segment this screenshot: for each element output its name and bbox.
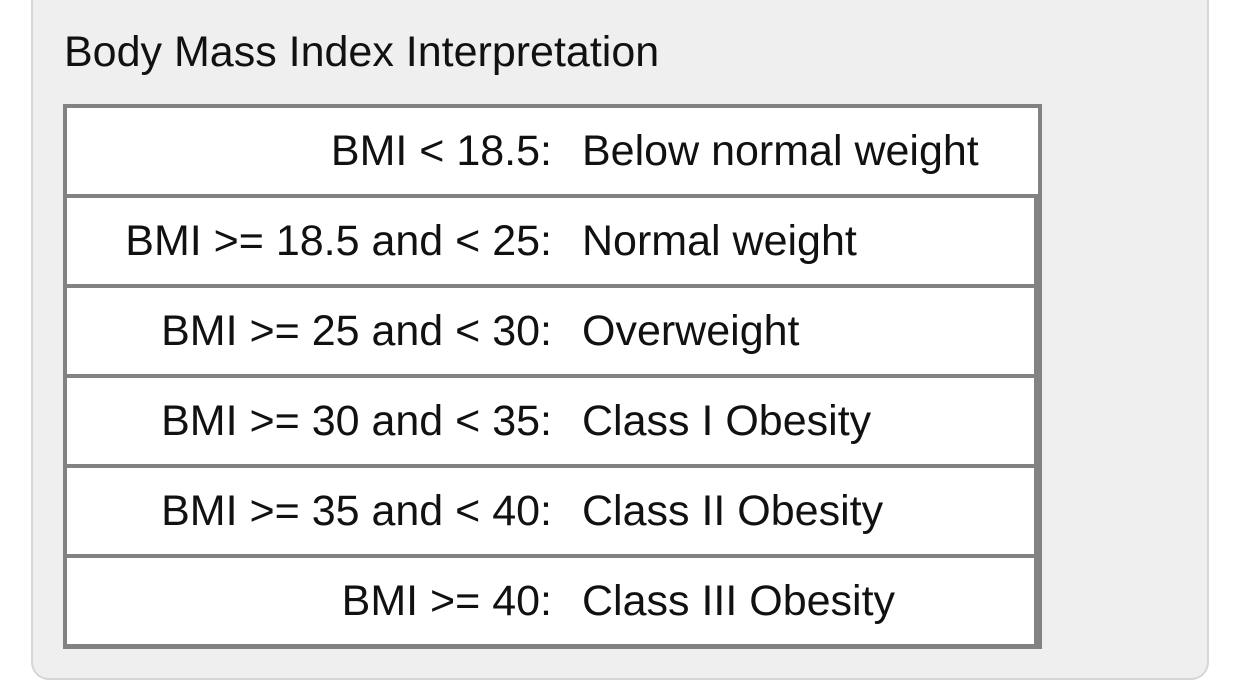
bmi-category: Normal weight xyxy=(582,217,857,265)
table-row: BMI >= 25 and < 30: Overweight xyxy=(67,288,1034,374)
bmi-category: Class III Obesity xyxy=(582,577,896,625)
panel-title: Body Mass Index Interpretation xyxy=(64,28,660,76)
table-row: BMI >= 40: Class III Obesity xyxy=(67,558,1034,644)
table-row: BMI < 18.5: Below normal weight xyxy=(67,108,1038,194)
bmi-condition: BMI >= 40: xyxy=(341,577,552,625)
table-row: BMI >= 18.5 and < 25: Normal weight xyxy=(67,198,1034,284)
bmi-category: Overweight xyxy=(582,307,800,355)
bmi-condition: BMI < 18.5: xyxy=(330,127,552,175)
table-row: BMI >= 30 and < 35: Class I Obesity xyxy=(67,378,1034,464)
bmi-category: Class I Obesity xyxy=(582,397,872,445)
bmi-category: Below normal weight xyxy=(582,127,979,175)
bmi-condition: BMI >= 25 and < 30: xyxy=(161,307,552,355)
bmi-condition: BMI >= 35 and < 40: xyxy=(161,487,552,535)
bmi-category: Class II Obesity xyxy=(582,487,884,535)
table-row: BMI >= 35 and < 40: Class II Obesity xyxy=(67,468,1034,554)
bmi-condition: BMI >= 18.5 and < 25: xyxy=(125,217,552,265)
bmi-interpretation-table: BMI < 18.5: Below normal weight BMI >= 1… xyxy=(63,104,1042,649)
bmi-condition: BMI >= 30 and < 35: xyxy=(161,397,552,445)
